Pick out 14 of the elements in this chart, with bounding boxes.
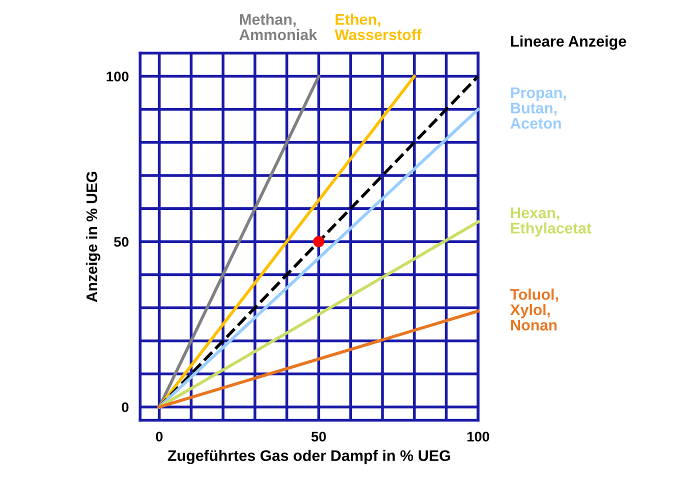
y-tick-label: 100 bbox=[106, 72, 128, 82]
text: Toluol, Xylol, Nonan bbox=[510, 288, 558, 331]
text: Hexan, Ethylacetat bbox=[511, 208, 592, 237]
y-tick-label: 0 bbox=[122, 402, 128, 412]
text: Methan, Ammoniak bbox=[239, 14, 318, 40]
text: Lineare Anzeige bbox=[511, 36, 626, 50]
x-tick-label: 0 bbox=[156, 432, 163, 442]
x-tick-label: 50 bbox=[311, 432, 326, 442]
y-tick-label: 50 bbox=[114, 236, 128, 247]
text: Propan, Butan, Aceton bbox=[510, 87, 566, 129]
x-axis-title: Zugeführtes Gas oder Dampf in % UEG bbox=[168, 450, 450, 464]
x-tick-label: 100 bbox=[467, 432, 490, 442]
y-axis-title: Anzeige in % UEG bbox=[86, 172, 100, 302]
text: Ethen, Wasserstoff bbox=[334, 14, 422, 40]
